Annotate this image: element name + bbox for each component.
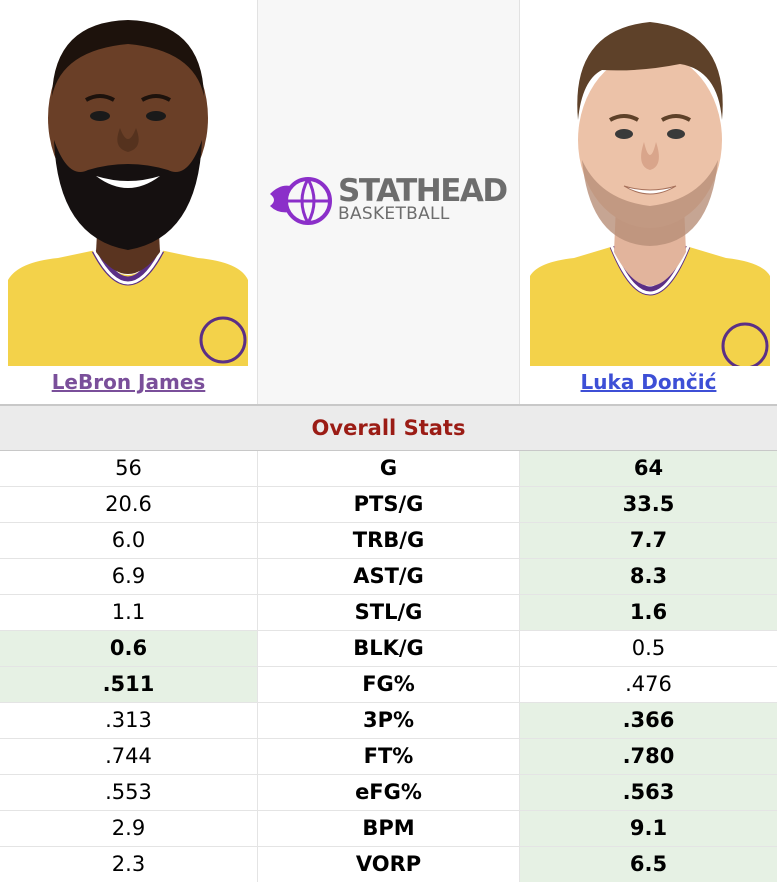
stat-label: BPM: [258, 811, 520, 846]
logo-subtitle: BASKETBALL: [338, 204, 450, 224]
stat-value-right: 7.7: [520, 523, 777, 558]
player-right-photo[interactable]: [530, 0, 770, 366]
stat-label: PTS/G: [258, 487, 520, 522]
stat-value-left: 1.1: [0, 595, 258, 630]
logo-column: STATHEAD BASKETBALL: [258, 0, 520, 404]
stat-value-left: .744: [0, 739, 258, 774]
stat-row-trb-g: 6.0 TRB/G 7.7: [0, 523, 777, 559]
stat-value-left: .553: [0, 775, 258, 810]
player-left-column: LeBron James: [0, 0, 258, 404]
stat-row-efg-: .553 eFG% .563: [0, 775, 777, 811]
stat-value-right: 8.3: [520, 559, 777, 594]
stat-value-right: .366: [520, 703, 777, 738]
stat-row-g: 56 G 64: [0, 451, 777, 487]
section-title: Overall Stats: [0, 404, 777, 451]
stat-value-right: 9.1: [520, 811, 777, 846]
player-right-name-link[interactable]: Luka Dončić: [580, 370, 717, 394]
stat-value-left: 0.6: [0, 631, 258, 666]
stathead-logo[interactable]: STATHEAD BASKETBALL: [268, 176, 513, 226]
comparison-header: LeBron James STATHEAD BASKETBALL: [0, 0, 777, 404]
stat-value-right: 64: [520, 451, 777, 486]
stat-label: TRB/G: [258, 523, 520, 558]
stat-row-ft-: .744 FT% .780: [0, 739, 777, 775]
player-left-photo[interactable]: [8, 0, 248, 366]
stat-label: 3P%: [258, 703, 520, 738]
stat-value-left: 6.0: [0, 523, 258, 558]
stat-value-left: 56: [0, 451, 258, 486]
stat-label: VORP: [258, 847, 520, 882]
stats-table: 56 G 64 20.6 PTS/G 33.5 6.0 TRB/G 7.7 6.9 AST/G 8.3…: [0, 451, 777, 882]
stat-value-right: .780: [520, 739, 777, 774]
stat-label: FT%: [258, 739, 520, 774]
stat-row-pts-g: 20.6 PTS/G 33.5: [0, 487, 777, 523]
lebron-portrait-icon: [8, 0, 248, 366]
stat-row-3p-: .313 3P% .366: [0, 703, 777, 739]
stat-value-right: 0.5: [631, 636, 666, 660]
stat-row-vorp: 2.3 VORP 6.5: [0, 847, 777, 882]
stat-value-right: .563: [520, 775, 777, 810]
stat-row-ast-g: 6.9 AST/G 8.3: [0, 559, 777, 595]
stat-value-right: 1.6: [520, 595, 777, 630]
stat-label: BLK/G: [258, 631, 520, 666]
logo-wordmark: STATHEAD: [338, 173, 508, 209]
player-right-column: Luka Dončić: [520, 0, 777, 404]
player-left-name-link[interactable]: LeBron James: [51, 370, 206, 394]
basketball-logo-icon: [270, 177, 332, 225]
stat-row-fg-: .511 FG% .476: [0, 667, 777, 703]
luka-portrait-icon: [530, 0, 770, 366]
stat-value-left: 20.6: [0, 487, 258, 522]
stat-label: G: [258, 451, 520, 486]
stat-value-left: .313: [0, 703, 258, 738]
stat-label: AST/G: [258, 559, 520, 594]
stat-label: FG%: [258, 667, 520, 702]
stat-row-blk-g: 0.6 BLK/G 0.5: [0, 631, 777, 667]
stat-value-left: 2.3: [0, 847, 258, 882]
stat-label: STL/G: [258, 595, 520, 630]
stat-value-right: 6.5: [520, 847, 777, 882]
stat-value-left: .511: [0, 667, 258, 702]
stat-value-right: .476: [625, 672, 672, 696]
stat-label: eFG%: [258, 775, 520, 810]
stat-value-right: 33.5: [520, 487, 777, 522]
stat-row-bpm: 2.9 BPM 9.1: [0, 811, 777, 847]
stat-row-stl-g: 1.1 STL/G 1.6: [0, 595, 777, 631]
stat-value-left: 2.9: [0, 811, 258, 846]
stat-value-left: 6.9: [0, 559, 258, 594]
